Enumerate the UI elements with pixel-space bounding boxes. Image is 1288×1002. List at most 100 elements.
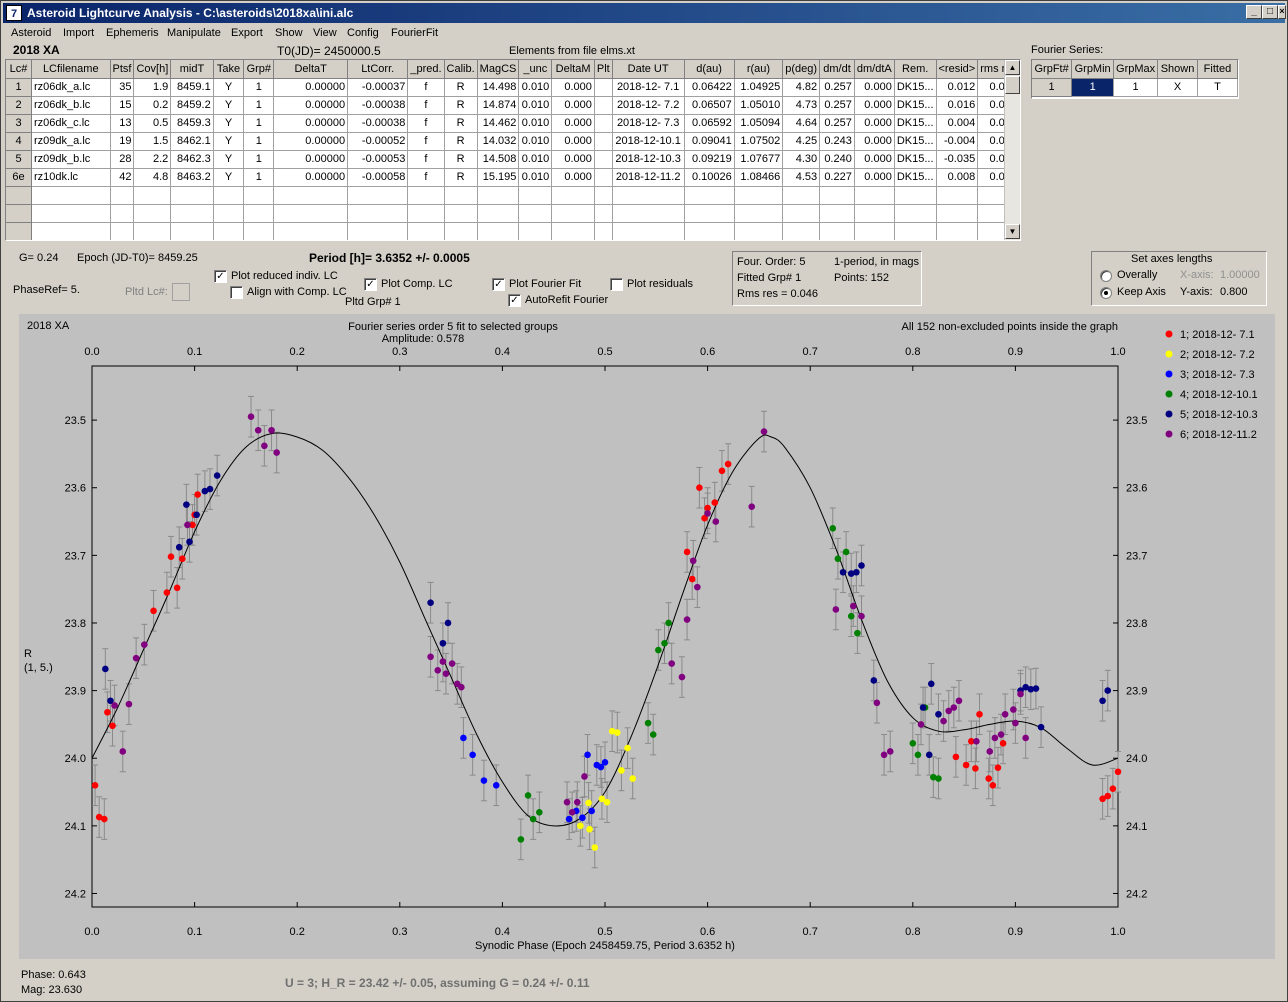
- grid-header-cell[interactable]: MagCS: [477, 60, 520, 79]
- table-cell[interactable]: Y: [213, 114, 245, 133]
- table-cell[interactable]: 0.010: [518, 114, 553, 133]
- grid-header-cell[interactable]: LCfilename: [31, 60, 111, 79]
- close-button[interactable]: ×: [1278, 5, 1286, 19]
- table-cell[interactable]: [170, 186, 214, 205]
- table-cell[interactable]: Y: [213, 96, 245, 115]
- table-cell[interactable]: [243, 186, 275, 205]
- grid-header-cell[interactable]: dm/dtA: [854, 60, 895, 79]
- table-cell[interactable]: -0.00038: [347, 114, 409, 133]
- table-cell[interactable]: [782, 222, 821, 240]
- table-cell[interactable]: R: [444, 168, 478, 187]
- table-cell[interactable]: [734, 222, 784, 240]
- table-cell[interactable]: 15.195: [477, 168, 520, 187]
- table-cell[interactable]: DK15...: [894, 168, 937, 187]
- table-cell[interactable]: [347, 204, 409, 223]
- table-cell[interactable]: -0.00038: [347, 96, 409, 115]
- table-cell[interactable]: [854, 204, 895, 223]
- table-cell[interactable]: DK15...: [894, 150, 937, 169]
- table-cell[interactable]: [936, 222, 979, 240]
- table-cell[interactable]: [213, 204, 245, 223]
- grid-header-cell[interactable]: r(au): [734, 60, 784, 79]
- table-cell[interactable]: [518, 204, 553, 223]
- table-cell[interactable]: 0.000: [854, 78, 895, 97]
- table-cell[interactable]: 0.000: [551, 168, 595, 187]
- table-cell[interactable]: 0.00000: [273, 168, 349, 187]
- table-cell[interactable]: [243, 204, 275, 223]
- table-row[interactable]: 4 rz09dk_a.lc 19 1.5 8462.1 Y 1 0.00000 -0.00052…: [6, 132, 1020, 151]
- table-cell[interactable]: [347, 222, 409, 240]
- menu-export[interactable]: Export: [231, 27, 263, 39]
- table-cell[interactable]: 4.53: [782, 168, 821, 187]
- table-cell[interactable]: [273, 204, 349, 223]
- table-cell[interactable]: 14.498: [477, 78, 520, 97]
- row-header-cell[interactable]: 6e: [6, 168, 33, 187]
- table-cell[interactable]: [684, 222, 735, 240]
- table-cell[interactable]: rz06dk_c.lc: [31, 114, 111, 133]
- row-header-cell[interactable]: [6, 186, 33, 205]
- table-cell[interactable]: [407, 204, 445, 223]
- table-cell[interactable]: [444, 204, 478, 223]
- table-cell[interactable]: 0.257: [819, 78, 855, 97]
- table-cell[interactable]: [31, 204, 111, 223]
- table-cell[interactable]: [133, 186, 172, 205]
- table-cell[interactable]: [110, 204, 135, 223]
- fourier-header-cell[interactable]: Fitted: [1197, 60, 1239, 79]
- table-cell[interactable]: [170, 204, 214, 223]
- table-cell[interactable]: 0.008: [936, 168, 979, 187]
- lightcurve-plot[interactable]: 2018 XA Fourier series order 5 fit to se…: [19, 314, 1275, 959]
- table-cell[interactable]: DK15...: [894, 114, 937, 133]
- table-cell[interactable]: 0.000: [854, 96, 895, 115]
- menu-config[interactable]: Config: [347, 27, 379, 39]
- fourier-cell[interactable]: X: [1157, 78, 1198, 97]
- table-cell[interactable]: 0.000: [551, 132, 595, 151]
- table-cell[interactable]: [819, 186, 855, 205]
- y-axis-value[interactable]: 0.800: [1220, 286, 1248, 298]
- table-cell[interactable]: [347, 186, 409, 205]
- table-cell[interactable]: 1.07502: [734, 132, 784, 151]
- table-cell[interactable]: [854, 186, 895, 205]
- table-cell[interactable]: 4.30: [782, 150, 821, 169]
- table-cell[interactable]: R: [444, 96, 478, 115]
- menu-import[interactable]: Import: [63, 27, 95, 39]
- table-cell[interactable]: [594, 114, 613, 133]
- table-cell[interactable]: [594, 168, 613, 187]
- lightcurve-grid[interactable]: Lc# LCfilename Ptsf Cov[h] midT Take Grp# Delta…: [5, 59, 1021, 241]
- table-cell[interactable]: f: [407, 114, 445, 133]
- row-header-cell[interactable]: 5: [6, 150, 33, 169]
- table-cell[interactable]: [518, 222, 553, 240]
- grid-header-cell[interactable]: Grp#: [243, 60, 275, 79]
- table-row[interactable]: 1 rz06dk_a.lc 35 1.9 8459.1 Y 1 0.00000 -0.00037…: [6, 78, 1020, 97]
- row-header-cell[interactable]: 2: [6, 96, 33, 115]
- menu-asteroid[interactable]: Asteroid: [11, 27, 52, 39]
- grid-header-cell[interactable]: Lc#: [6, 60, 33, 79]
- table-cell[interactable]: 0.257: [819, 114, 855, 133]
- table-cell[interactable]: 15: [110, 96, 135, 115]
- table-cell[interactable]: Y: [213, 78, 245, 97]
- grid-header-cell[interactable]: Date UT: [612, 60, 685, 79]
- table-cell[interactable]: [734, 186, 784, 205]
- table-cell[interactable]: [612, 186, 685, 205]
- table-cell[interactable]: R: [444, 78, 478, 97]
- row-header-cell[interactable]: [6, 222, 33, 240]
- table-cell[interactable]: [444, 222, 478, 240]
- table-cell[interactable]: [31, 222, 111, 240]
- scroll-down-icon[interactable]: ▼: [1005, 224, 1020, 239]
- table-cell[interactable]: 0.243: [819, 132, 855, 151]
- table-cell[interactable]: [273, 186, 349, 205]
- keep-axis-radio[interactable]: [1100, 287, 1112, 299]
- table-cell[interactable]: [594, 96, 613, 115]
- table-cell[interactable]: 1: [243, 114, 275, 133]
- table-cell[interactable]: [551, 204, 595, 223]
- table-cell[interactable]: [854, 222, 895, 240]
- table-cell[interactable]: [612, 204, 685, 223]
- table-cell[interactable]: -0.00058: [347, 168, 409, 187]
- row-header-cell[interactable]: 3: [6, 114, 33, 133]
- table-cell[interactable]: 1: [243, 78, 275, 97]
- table-cell[interactable]: 19: [110, 132, 135, 151]
- table-cell[interactable]: f: [407, 150, 445, 169]
- table-cell[interactable]: [612, 222, 685, 240]
- table-cell[interactable]: [133, 222, 172, 240]
- grid-header-cell[interactable]: Calib.: [444, 60, 478, 79]
- grid-header-cell[interactable]: <resid>: [936, 60, 979, 79]
- table-cell[interactable]: R: [444, 150, 478, 169]
